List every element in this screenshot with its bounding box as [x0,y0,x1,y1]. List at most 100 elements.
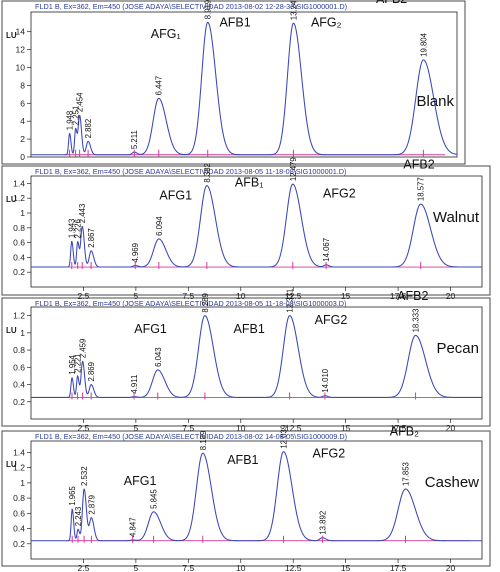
y-tick-label: 0.4 [13,380,25,390]
x-tick-label: 20 [446,563,456,572]
retention-time-label: 14.067 [322,238,331,262]
retention-time-label: 8.189 [199,431,208,451]
retention-time-label: 2.867 [87,228,96,248]
y-tick-label: 14 [16,27,26,37]
retention-time-label: 8.382 [203,163,212,183]
sample-label: Pecan [436,340,479,357]
peak-annotation: AFG2 [313,447,346,461]
retention-time-label: 5.845 [150,489,159,509]
y-tick-label: 10 [16,62,26,72]
x-tick-label: 10 [236,563,246,572]
y-tick-label: 0.2 [13,539,25,549]
peak-annotation: AFG₂ [311,15,342,29]
y-tick-label: 0.8 [13,223,25,233]
panel-header: FLD1 B, Ex=362, Em=450 (JOSE ADAYA\SELEC… [35,432,347,441]
retention-time-label: 17.853 [401,462,410,486]
sample-label: Cashew [425,474,479,491]
retention-time-label: 2.226 [74,219,83,239]
signal-trace [30,315,483,398]
retention-time-label: 12.039 [280,425,289,449]
retention-time-label: 2.243 [74,507,83,527]
y-axis-label: LU [6,326,17,335]
peak-annotation: AFB1 [219,15,250,29]
x-tick-label: 2.5 [78,423,90,433]
y-tick-label: 0.6 [13,362,25,372]
signal-trace [30,451,483,542]
retention-time-label: 2.251 [72,106,81,126]
retention-time-label: 12.479 [289,157,298,181]
x-tick-label: 12.5 [285,291,302,301]
retention-time-label: 2.459 [79,339,88,359]
peak-annotation: AFB₁ [235,175,264,189]
y-tick-label: 1.2 [13,463,25,473]
y-tick-label: 0.6 [13,508,25,518]
peak-annotation: AFG1 [124,474,157,488]
x-tick-label: 15 [341,423,351,433]
retention-time-label: 2.443 [78,204,87,224]
y-tick-label: 6 [20,98,25,108]
retention-time-label: 2.532 [80,466,89,486]
retention-time-label: 8.289 [201,293,210,313]
y-tick-label: 8 [20,80,25,90]
peak-annotation: AFG2 [315,313,348,327]
y-tick-label: 0.8 [13,345,25,355]
peak-annotation: AFG1 [134,322,167,336]
x-tick-label: 7.5 [182,423,194,433]
x-tick-label: 7.5 [182,563,194,572]
retention-time-label: 1.948 [66,111,75,131]
panel-header: FLD1 B, Ex=362, Em=450 (JOSE ADAYA\SELEC… [35,167,347,176]
y-tick-label: 0.6 [13,238,25,248]
retention-time-label: 8.919 [204,0,213,19]
sample-label: Blank [416,93,454,110]
y-tick-label: 1 [20,478,25,488]
retention-time-label: 6.447 [155,76,164,96]
y-tick-label: 1 [20,208,25,218]
x-tick-label: 2.5 [78,563,90,572]
retention-time-label: 2.879 [87,495,96,515]
peak-annotation: AFB2 [376,0,407,6]
chromatogram-panel-1: FLD1 B, Ex=362, Em=450 (JOSE ADAYA\SELEC… [1,0,466,165]
peak-annotation: AFG₁ [151,27,181,41]
y-axis-label: LU [6,195,17,204]
retention-time-label: 13.247 [289,0,298,20]
x-tick-label: 20 [446,423,456,433]
retention-time-label: 4.969 [131,243,140,263]
y-tick-label: 1 [20,328,25,338]
signal-trace [30,21,458,156]
panel-frame [1,297,491,427]
retention-time-label: 13.892 [318,511,327,535]
sample-label: Walnut [433,209,480,226]
y-tick-label: 1.2 [13,311,25,321]
peak-annotation: AFB1 [227,453,258,467]
x-tick-label: 5 [134,423,139,433]
retention-time-label: 2.454 [76,92,85,112]
x-tick-label: 12.5 [285,423,302,433]
retention-time-label: 2.882 [84,119,93,139]
retention-time-label: 6.094 [155,216,164,236]
retention-time-label: 1.954 [68,354,77,374]
y-axis-label: LU [6,31,17,40]
y-tick-label: 0.2 [13,267,25,277]
x-tick-label: 10 [236,423,246,433]
y-tick-label: 12 [16,45,26,55]
retention-time-label: 12.331 [286,289,295,313]
x-tick-label: 17.5 [390,563,407,572]
peak-annotation: AFG1 [159,189,192,203]
retention-time-label: 18.333 [412,309,421,333]
x-tick-label: 15 [341,291,351,301]
x-tick-label: 12.5 [285,563,302,572]
retention-time-label: 4.911 [130,375,139,394]
plot-area [30,306,483,420]
x-tick-label: 5 [134,291,139,301]
retention-time-label: 14.010 [321,368,330,393]
chromatogram-panel-2: FLD1 B, Ex=362, Em=450 (JOSE ADAYA\SELEC… [1,157,491,301]
peak-annotation: AFB2 [403,158,434,172]
x-tick-label: 7.5 [182,291,194,301]
y-tick-label: 1.4 [13,178,25,188]
plot-area [30,11,458,158]
y-tick-label: 0 [20,152,25,162]
y-tick-label: 4 [20,116,25,126]
chromatogram-panel-3: FLD1 B, Ex=362, Em=450 (JOSE ADAYA\SELEC… [1,289,491,433]
y-tick-label: 0.2 [13,397,25,407]
